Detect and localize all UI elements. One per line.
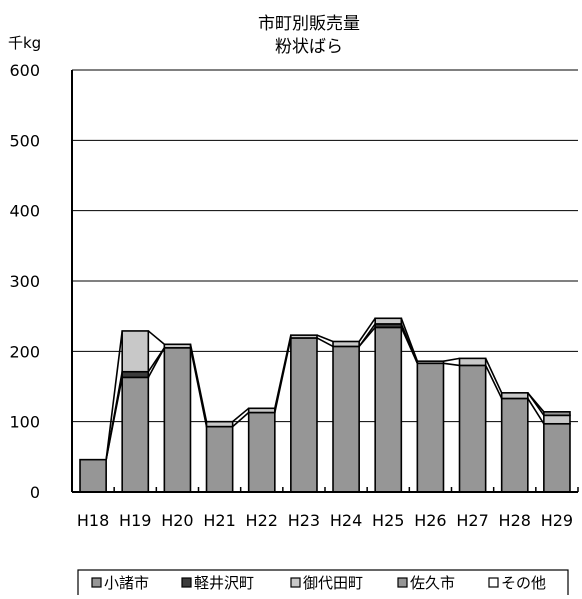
legend-box	[77, 569, 569, 597]
legend-label: 御代田町	[303, 574, 363, 592]
bar-segment	[458, 364, 487, 493]
y-tick-label: 400	[9, 202, 40, 221]
bar-segment	[205, 420, 234, 428]
series-connector	[105, 330, 123, 460]
series-connector	[232, 407, 250, 423]
bar-segment	[543, 422, 571, 493]
bar-segment	[458, 357, 487, 367]
x-tick-label: H26	[414, 511, 446, 530]
x-tick-label: H22	[246, 511, 278, 530]
series-connector	[189, 344, 208, 422]
x-tick-label: H21	[203, 511, 235, 530]
bar-segment	[416, 362, 445, 493]
x-tick-label: H27	[456, 511, 488, 530]
legend-swatch	[91, 577, 102, 588]
legend-label: その他	[501, 574, 546, 592]
series-connector	[147, 347, 166, 373]
x-tick-label: H24	[330, 511, 362, 530]
bar-segment	[374, 317, 403, 325]
bar-segment	[205, 425, 234, 493]
bar-segment	[247, 411, 276, 493]
y-tick-label: 100	[9, 413, 40, 432]
series-connector	[105, 371, 123, 460]
series-connector	[400, 323, 419, 364]
series-connector	[484, 358, 503, 394]
x-tick-label: H20	[161, 511, 193, 530]
series-connector	[484, 365, 503, 399]
series-connector	[443, 362, 460, 367]
bar-segment	[247, 407, 276, 414]
series-connector	[527, 392, 545, 413]
bar-segment	[500, 397, 529, 493]
y-tick-label: 300	[9, 272, 40, 291]
series-connector	[527, 398, 545, 425]
legend-label: 小諸市	[104, 574, 149, 592]
legend: 小諸市 軽井沢町 御代田町 佐久市 その他	[77, 569, 569, 597]
series-connector	[358, 323, 376, 347]
bar-segment	[500, 392, 529, 400]
y-tick-label: 600	[9, 61, 40, 80]
series-connector	[232, 411, 250, 428]
bar-segment	[121, 376, 150, 493]
legend-swatch	[181, 577, 192, 588]
bar-segment	[543, 414, 571, 425]
x-tick-labels: H18 H19 H20 H21 H22 H23 H24 H25 H26 H27 H28 H29	[77, 511, 573, 530]
bar-segment	[290, 334, 318, 339]
bar-segment	[416, 360, 445, 365]
bar-segment	[543, 411, 571, 417]
chart-title: 市町別販売量	[258, 14, 360, 34]
bar-segment	[121, 370, 150, 379]
x-tick-label: H23	[288, 511, 320, 530]
series-connector	[400, 317, 419, 362]
x-tick-label: H29	[541, 511, 573, 530]
y-tick-label: 500	[9, 131, 40, 150]
series-connector	[147, 330, 165, 345]
bar-segment	[332, 340, 360, 348]
axes	[71, 70, 579, 493]
series-connector	[274, 334, 292, 409]
series-connector	[316, 337, 334, 348]
bar-segment	[79, 458, 107, 493]
bar-segment	[163, 343, 192, 349]
chart-subtitle: 粉状ばら	[275, 37, 343, 57]
x-tick-label: H28	[499, 511, 531, 530]
y-tick-label: 0	[30, 483, 40, 502]
bar-segment	[290, 337, 318, 493]
bar-segments	[79, 317, 571, 493]
legend-swatch	[397, 577, 408, 588]
series-connector	[316, 334, 334, 343]
series-connectors	[105, 317, 545, 460]
legend-label: 軽井沢町	[194, 574, 254, 592]
legend-label: 佐久市	[410, 574, 455, 592]
series-connector	[358, 317, 376, 342]
y-tick-labels: 0 100 200 300 400 500 600	[9, 61, 40, 502]
x-tick-label: H19	[119, 511, 151, 530]
x-tick-label: H25	[372, 511, 404, 530]
bar-segment	[332, 345, 360, 493]
y-tick-label: 200	[9, 342, 40, 361]
bar-segment	[374, 326, 403, 493]
grid	[72, 69, 578, 423]
bar-segment	[163, 347, 192, 493]
x-tick-label: H18	[77, 511, 109, 530]
legend-swatch	[290, 577, 301, 588]
legend-swatch	[488, 577, 499, 588]
y-axis-label: 千kg	[8, 34, 41, 52]
series-connector	[443, 357, 460, 362]
bar-segment	[121, 330, 150, 373]
